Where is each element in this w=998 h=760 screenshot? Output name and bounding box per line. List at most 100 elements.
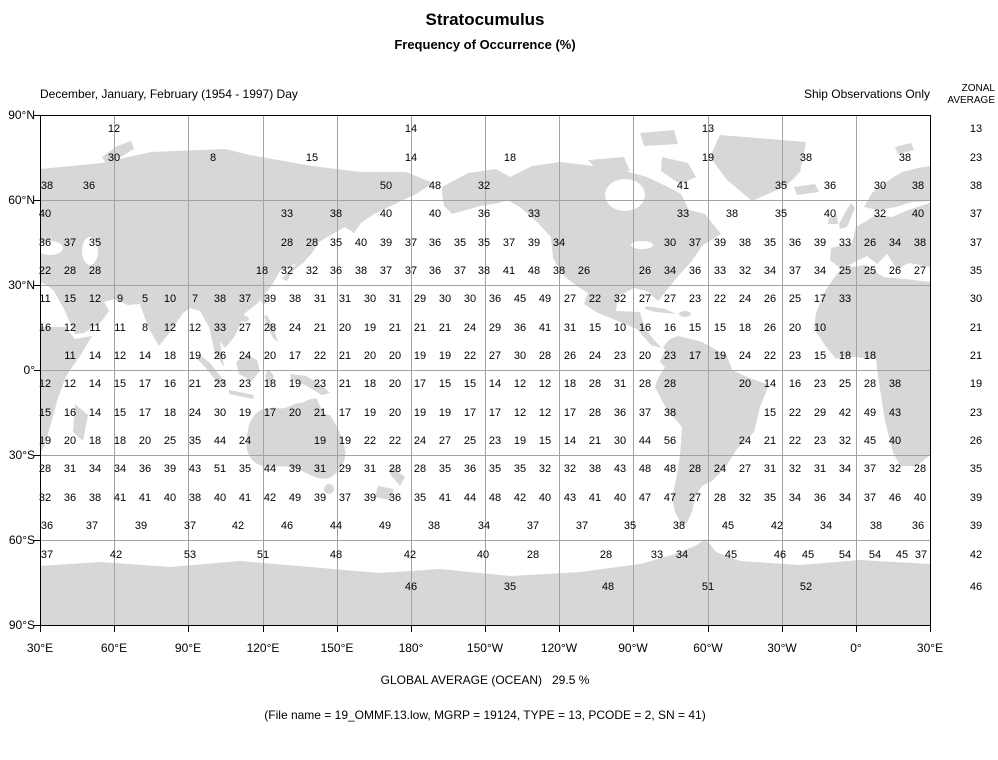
grid-value: 20: [363, 350, 377, 362]
grid-value: 19: [438, 350, 452, 362]
grid-value: 21: [188, 378, 202, 390]
grid-value: 18: [88, 435, 102, 447]
grid-value: 22: [363, 435, 377, 447]
grid-value: 28: [913, 463, 927, 475]
grid-value: 40: [38, 208, 52, 220]
grid-value: 23: [213, 378, 227, 390]
grid-value: 15: [538, 435, 552, 447]
grid-value: 22: [788, 435, 802, 447]
grid-value: 21: [338, 378, 352, 390]
grid-value: 36: [813, 492, 827, 504]
grid-value: 39: [813, 237, 827, 249]
grid-value: 23: [488, 435, 502, 447]
grid-value: 35: [413, 492, 427, 504]
grid-value: 24: [288, 322, 302, 334]
grid-value: 27: [688, 492, 702, 504]
grid-value: 10: [163, 293, 177, 305]
grid-value: 44: [463, 492, 477, 504]
grid-value: 30: [363, 293, 377, 305]
grid-value: 29: [338, 463, 352, 475]
grid-value: 38: [88, 492, 102, 504]
figure-title: Stratocumulus: [425, 10, 545, 29]
grid-value: 20: [788, 322, 802, 334]
grid-value: 32: [538, 463, 552, 475]
grid-value: 34: [675, 549, 689, 561]
grid-value: 46: [888, 492, 902, 504]
lon-gridline: [708, 115, 709, 625]
grid-value: 35: [763, 237, 777, 249]
grid-value: 12: [107, 123, 121, 135]
lon-label: 60°W: [693, 641, 723, 655]
grid-value: 37: [85, 520, 99, 532]
grid-value: 40: [823, 208, 837, 220]
grid-value: 12: [63, 322, 77, 334]
grid-value: 38: [672, 520, 686, 532]
grid-value: 29: [413, 293, 427, 305]
grid-value: 21: [438, 322, 452, 334]
grid-value: 23: [663, 350, 677, 362]
grid-value: 51: [213, 463, 227, 475]
grid-value: 28: [388, 463, 402, 475]
grid-value: 37: [688, 237, 702, 249]
figure-subtitle: Frequency of Occurrence (%): [394, 37, 576, 52]
grid-value: 56: [663, 435, 677, 447]
zonal-average-value: 21: [969, 322, 983, 334]
grid-value: 20: [738, 378, 752, 390]
grid-value: 38: [213, 293, 227, 305]
lat-label: 30°S: [8, 448, 35, 462]
lat-label: 90°S: [8, 618, 35, 632]
grid-value: 47: [638, 492, 652, 504]
grid-value: 21: [388, 322, 402, 334]
grid-value: 20: [138, 435, 152, 447]
grid-value: 24: [188, 407, 202, 419]
zonal-average-value: 35: [969, 265, 983, 277]
grid-value: 38: [427, 520, 441, 532]
zonal-header-line1: ZONAL: [961, 83, 995, 94]
grid-value: 12: [163, 322, 177, 334]
grid-value: 40: [913, 492, 927, 504]
grid-value: 22: [788, 407, 802, 419]
grid-value: 19: [188, 350, 202, 362]
lon-label: 30°E: [916, 641, 944, 655]
grid-value: 38: [588, 463, 602, 475]
zonal-header-line2: AVERAGE: [947, 95, 995, 106]
grid-value: 21: [588, 435, 602, 447]
grid-value: 36: [38, 237, 52, 249]
grid-value: 30: [663, 237, 677, 249]
grid-value: 38: [288, 293, 302, 305]
lon-label: 150°W: [466, 641, 504, 655]
grid-value: 11: [89, 322, 101, 334]
lat-tick-mark: [34, 200, 40, 201]
grid-value: 26: [638, 265, 652, 277]
grid-value: 28: [88, 265, 102, 277]
grid-value: 14: [404, 152, 418, 164]
lat-label: 60°S: [8, 533, 35, 547]
grid-value: 16: [163, 378, 177, 390]
grid-value: 22: [313, 350, 327, 362]
grid-value: 20: [388, 378, 402, 390]
grid-value: 46: [404, 581, 418, 593]
grid-value: 36: [428, 237, 442, 249]
grid-value: 41: [238, 492, 252, 504]
grid-value: 14: [763, 378, 777, 390]
grid-value: 23: [813, 435, 827, 447]
grid-value: 38: [738, 237, 752, 249]
grid-value: 35: [188, 435, 202, 447]
grid-value: 17: [413, 378, 427, 390]
grid-value: 15: [113, 407, 127, 419]
grid-value: 22: [388, 435, 402, 447]
grid-value: 13: [701, 123, 715, 135]
grid-value: 36: [788, 237, 802, 249]
grid-value: 35: [763, 492, 777, 504]
grid-value: 19: [363, 322, 377, 334]
grid-value: 20: [338, 322, 352, 334]
grid-value: 18: [503, 152, 517, 164]
grid-value: 37: [338, 492, 352, 504]
grid-value: 37: [63, 237, 77, 249]
grid-value: 48: [428, 180, 442, 192]
grid-value: 29: [488, 322, 502, 334]
lon-label: 30°E: [26, 641, 54, 655]
grid-value: 36: [388, 492, 402, 504]
grid-value: 24: [413, 435, 427, 447]
